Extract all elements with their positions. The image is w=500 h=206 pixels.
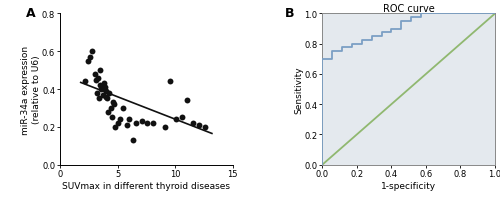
Point: [108, 116, 116, 119]
Point: [102, 90, 110, 93]
Point: [120, 107, 128, 110]
Point: [116, 118, 124, 121]
Point: [95, 97, 103, 101]
Point: [94, 77, 102, 80]
Point: [92, 78, 100, 82]
Point: [106, 92, 114, 95]
Point: [149, 122, 157, 125]
Point: [132, 122, 140, 125]
Point: [125, 118, 133, 121]
Point: [96, 69, 104, 73]
Point: [86, 56, 94, 59]
Point: [178, 116, 186, 119]
Point: [101, 86, 109, 89]
Point: [111, 125, 119, 129]
Point: [84, 60, 92, 63]
Point: [144, 122, 152, 125]
Point: [128, 139, 136, 142]
Point: [88, 50, 96, 54]
Point: [93, 92, 101, 95]
Point: [98, 88, 106, 91]
Point: [201, 125, 209, 129]
Point: [138, 120, 145, 123]
X-axis label: 1-specificity: 1-specificity: [381, 181, 436, 190]
Point: [122, 124, 130, 127]
Point: [103, 97, 111, 101]
X-axis label: SUVmax in different thyroid diseases: SUVmax in different thyroid diseases: [62, 181, 230, 190]
Point: [172, 118, 180, 121]
Point: [100, 82, 108, 86]
Point: [160, 125, 168, 129]
Point: [166, 80, 174, 84]
Point: [109, 101, 117, 104]
Title: ROC curve: ROC curve: [383, 4, 434, 14]
Point: [106, 107, 114, 110]
Point: [82, 80, 90, 84]
Point: [182, 99, 190, 103]
Y-axis label: miR-34a expression
(relative to U6): miR-34a expression (relative to U6): [21, 45, 40, 134]
Point: [195, 124, 203, 127]
Point: [102, 95, 110, 99]
Text: A: A: [26, 7, 35, 20]
Text: B: B: [284, 7, 294, 20]
Point: [190, 122, 198, 125]
Point: [104, 110, 112, 114]
Y-axis label: Sensitivity: Sensitivity: [294, 66, 303, 113]
Point: [110, 103, 118, 106]
Point: [114, 122, 122, 125]
Point: [90, 73, 98, 76]
Point: [98, 94, 106, 97]
Point: [96, 84, 104, 88]
